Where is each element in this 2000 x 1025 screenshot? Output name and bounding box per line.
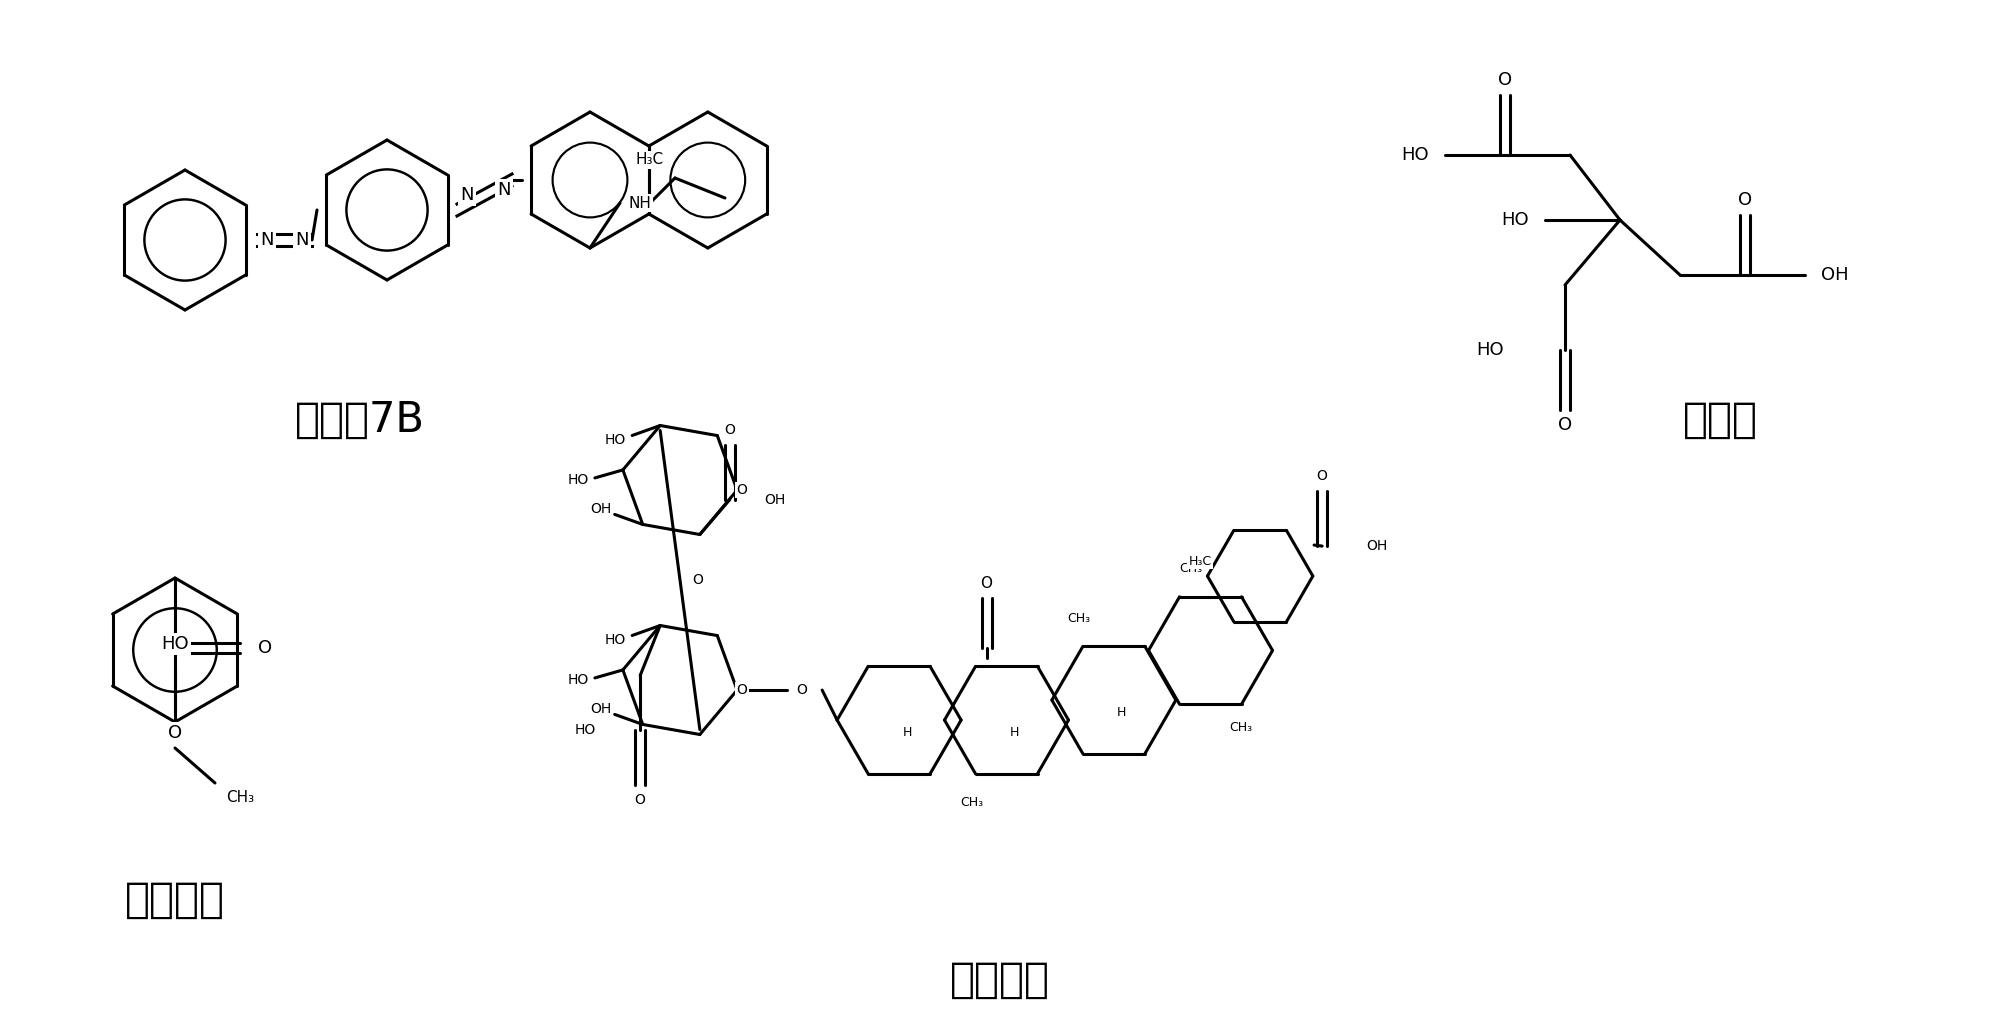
Text: HO: HO (1502, 211, 1528, 229)
Text: N: N (498, 181, 510, 199)
Text: N: N (260, 231, 274, 249)
Text: O: O (736, 683, 748, 697)
Text: H: H (1118, 705, 1126, 719)
Text: CH₃: CH₃ (1228, 721, 1252, 734)
Text: CH₃: CH₃ (226, 790, 254, 806)
Text: CH₃: CH₃ (1068, 612, 1090, 624)
Text: HO: HO (1402, 146, 1428, 164)
Text: 羟苯甲酯: 羟苯甲酯 (124, 879, 224, 921)
Text: CH₃: CH₃ (1178, 562, 1202, 575)
Text: HO: HO (574, 724, 596, 738)
Text: O: O (796, 683, 808, 697)
Text: O: O (1558, 416, 1572, 434)
Text: O: O (724, 422, 736, 437)
Text: O: O (258, 639, 272, 657)
Text: 柠檬酸: 柠檬酸 (1682, 399, 1758, 441)
Text: O: O (736, 483, 748, 497)
Text: N: N (460, 186, 474, 204)
Text: O: O (1498, 71, 1512, 89)
Text: OH: OH (764, 492, 786, 506)
Text: O: O (980, 576, 992, 590)
Text: H₃C: H₃C (1188, 555, 1212, 568)
Text: HO: HO (568, 673, 588, 687)
Text: H: H (902, 726, 912, 739)
Text: HO: HO (568, 473, 588, 487)
Text: H₃C: H₃C (636, 153, 664, 167)
Text: O: O (1738, 191, 1752, 209)
Text: OH: OH (1366, 539, 1388, 554)
Text: N: N (296, 231, 308, 249)
Text: O: O (168, 724, 182, 742)
Text: O: O (1316, 469, 1328, 483)
Text: NH: NH (628, 196, 652, 210)
Text: H: H (1010, 726, 1020, 739)
Text: OH: OH (1822, 266, 1848, 284)
Text: O: O (634, 793, 646, 808)
Text: OH: OH (590, 502, 612, 517)
Text: 甘草甜素: 甘草甜素 (950, 959, 1050, 1001)
Text: HO: HO (604, 434, 626, 448)
Text: HO: HO (604, 633, 626, 648)
Text: HO: HO (162, 636, 188, 653)
Text: CH₃: CH₃ (960, 795, 984, 809)
Text: HO: HO (1476, 341, 1504, 359)
Text: O: O (692, 573, 704, 587)
Text: 苏丹红7B: 苏丹红7B (296, 399, 424, 441)
Text: OH: OH (590, 702, 612, 716)
